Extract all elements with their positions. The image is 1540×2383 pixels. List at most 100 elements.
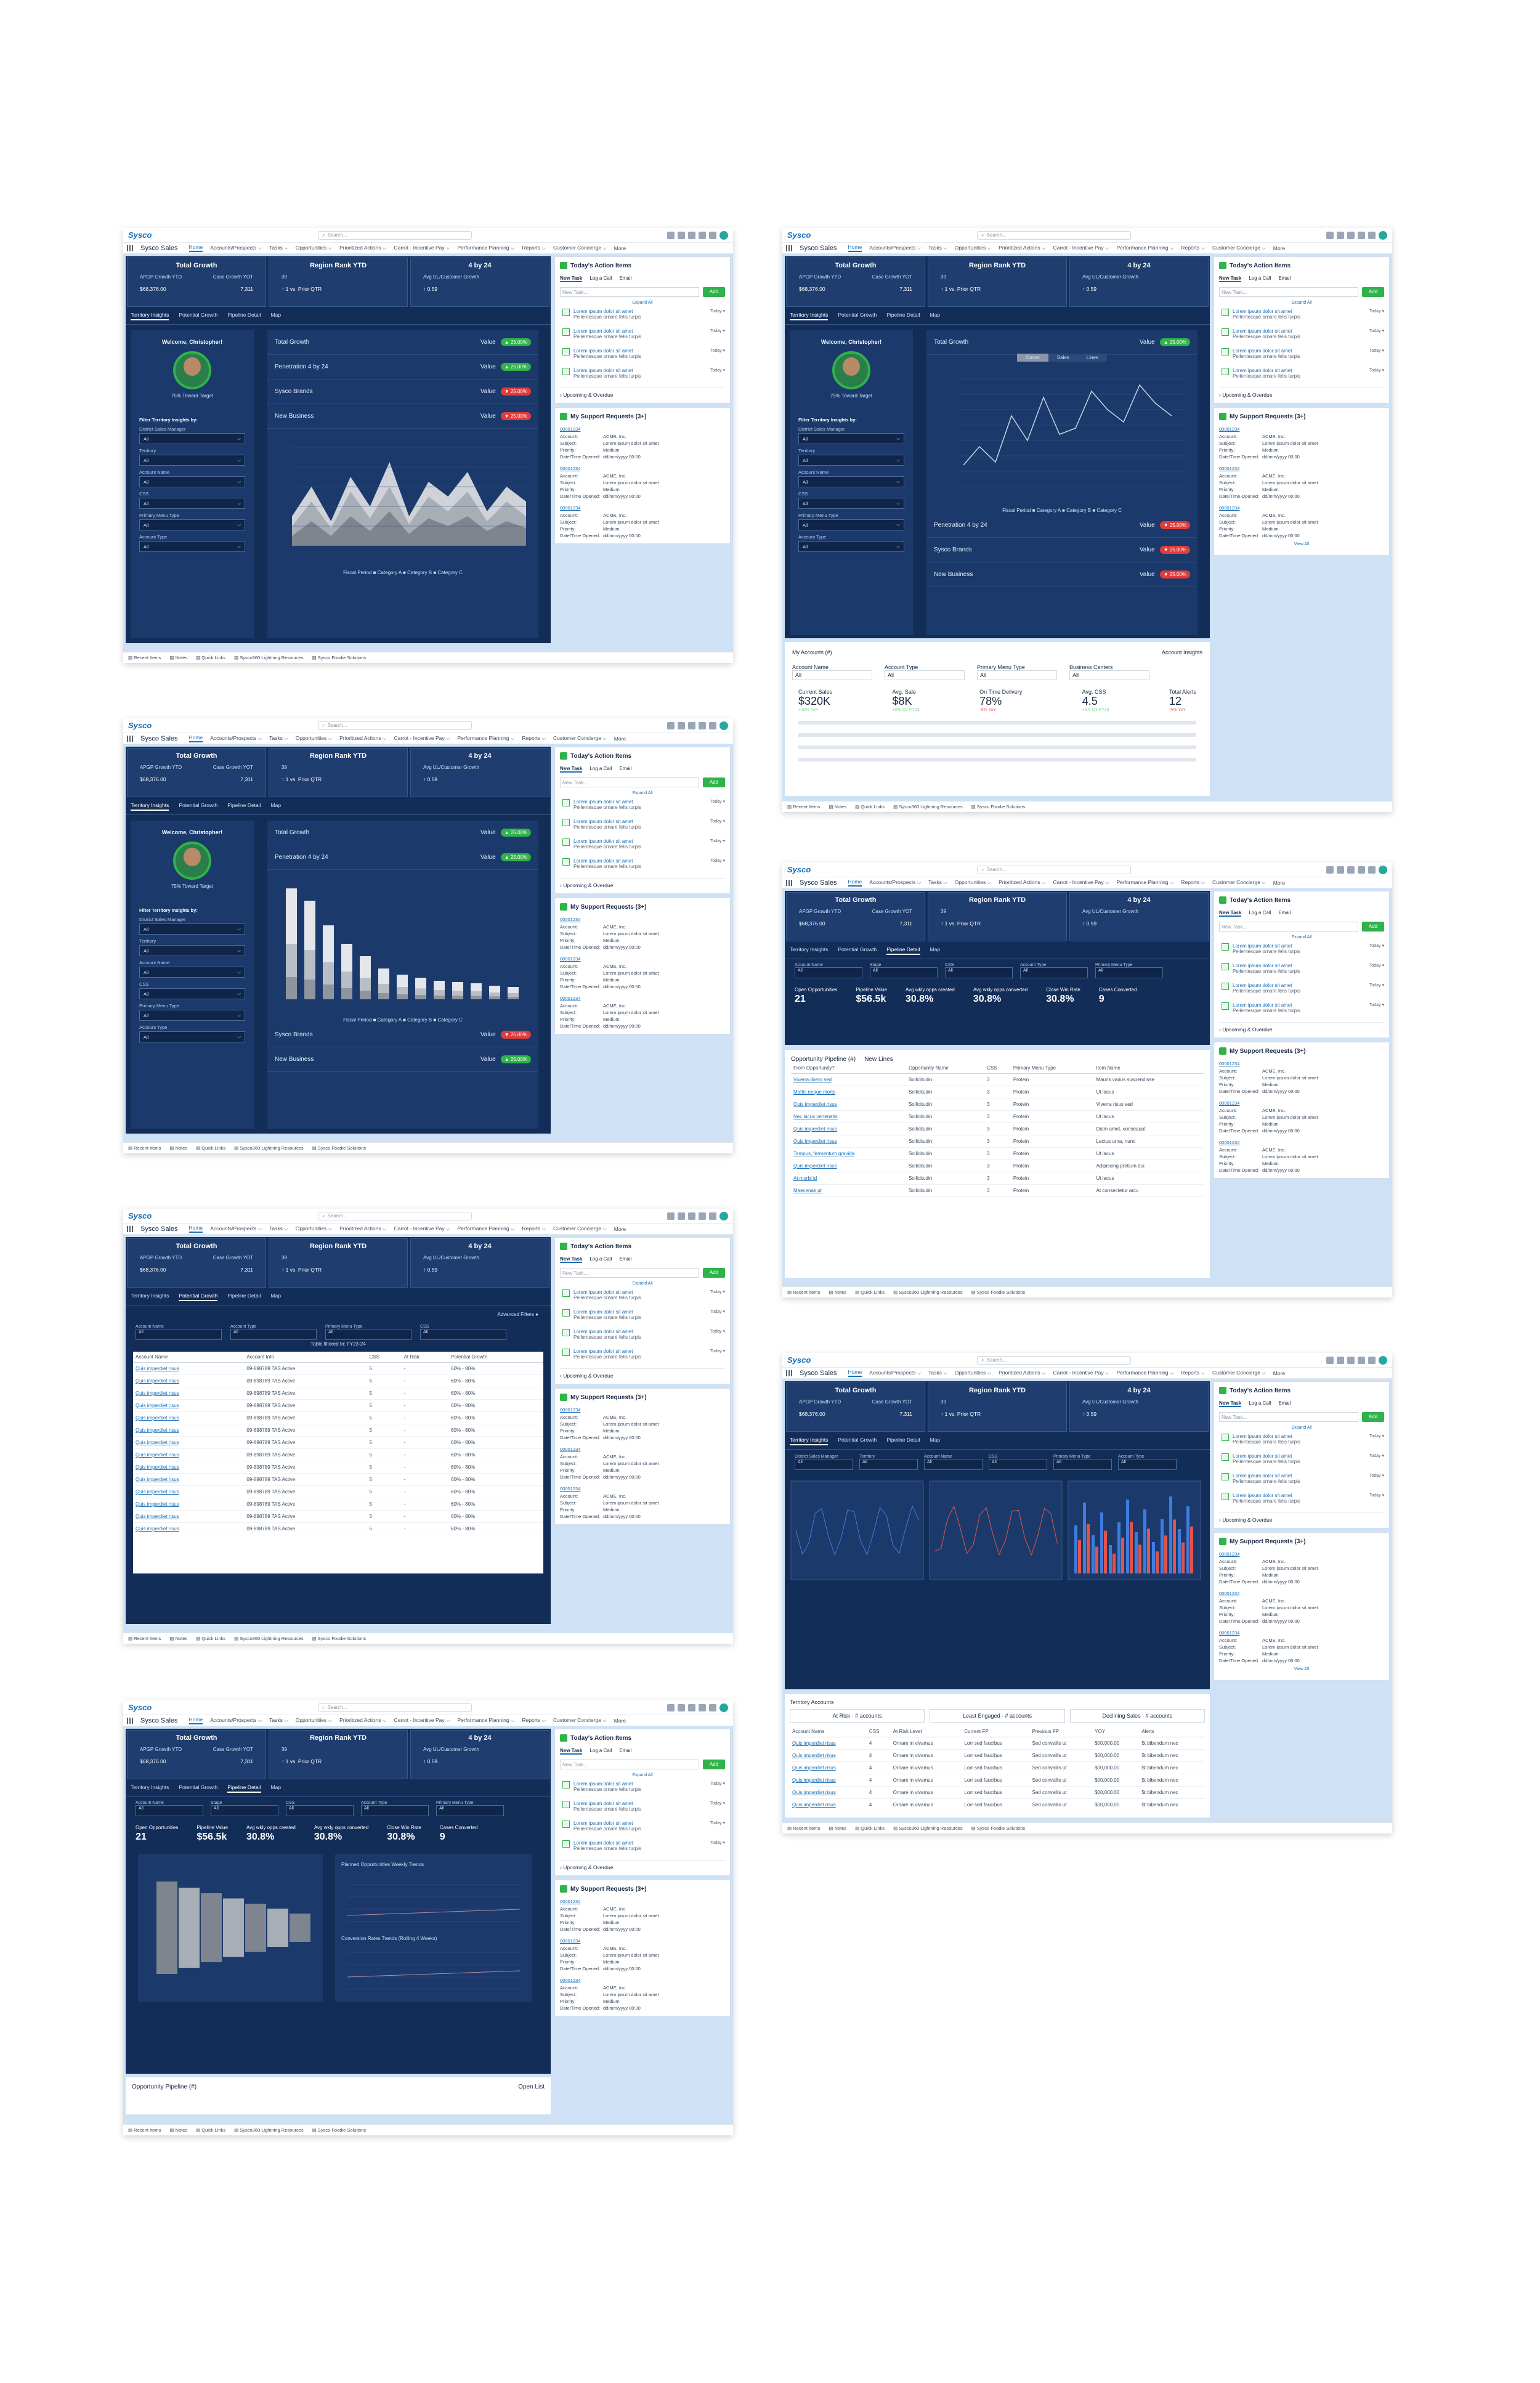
task-tab[interactable]: New Task [560, 1748, 583, 1755]
nav-item[interactable]: Tasks ⌵ [269, 245, 288, 251]
task-tab[interactable]: Log a Call [1249, 275, 1271, 281]
nav-item[interactable]: Prioritized Actions ⌵ [339, 735, 387, 741]
filter-select[interactable]: All [136, 1329, 222, 1340]
request-link[interactable]: 00001234 [560, 1938, 581, 1944]
filter-select[interactable]: All ⌵ [139, 967, 245, 978]
task-tab[interactable]: New Task [560, 1256, 583, 1263]
nav-item[interactable]: Home [188, 1225, 203, 1233]
setup-gear-icon[interactable] [1358, 866, 1365, 874]
tab-map[interactable]: Map [270, 802, 282, 808]
tab-pipeline-detail[interactable]: Pipeline Detail [886, 312, 920, 318]
row-link[interactable]: Tempus, fermentum gravida [791, 1147, 906, 1160]
action-link[interactable]: Lorem ipsum dolor sit amet [573, 1781, 633, 1787]
nav-item[interactable]: Opportunities ⌵ [954, 1370, 992, 1376]
help-icon[interactable] [688, 1212, 695, 1220]
upcoming-overdue-toggle[interactable]: › Upcoming & Overdue [1219, 1512, 1384, 1523]
row-link[interactable]: Quis imperdiet risus [790, 1786, 867, 1799]
nav-item[interactable]: More [1273, 245, 1286, 251]
action-link[interactable]: Lorem ipsum dolor sit amet [1233, 983, 1292, 988]
filter-select[interactable]: All [859, 1459, 918, 1470]
help-icon[interactable] [688, 721, 695, 729]
filter-select[interactable]: All ⌵ [798, 455, 904, 466]
nav-item[interactable]: Prioritized Actions ⌵ [999, 879, 1046, 885]
action-link[interactable]: Lorem ipsum dolor sit amet [573, 1801, 633, 1806]
nav-item[interactable]: Customer Concierge ⌵ [553, 245, 607, 251]
advanced-filters-toggle[interactable]: Advanced Filters ● [497, 1312, 538, 1317]
setup-gear-icon[interactable] [699, 1703, 706, 1711]
help-icon[interactable] [1347, 231, 1355, 239]
tab-map[interactable]: Map [270, 1784, 282, 1790]
expand-all-link[interactable]: Expand All [632, 1773, 653, 1777]
filter-select[interactable]: All [870, 967, 938, 978]
add-icon[interactable] [1337, 1356, 1344, 1364]
utility-item[interactable]: ▤ Sysco360 Lightning Resources [234, 1636, 304, 1641]
task-tab[interactable]: Email [1278, 910, 1291, 915]
row-link[interactable]: At morbi id [791, 1172, 906, 1185]
toggle-lines[interactable]: Lines [1077, 354, 1107, 362]
task-tab[interactable]: Email [1278, 275, 1291, 281]
action-link[interactable]: Lorem ipsum dolor sit amet [573, 1309, 633, 1315]
utility-item[interactable]: ▤ Recent Items [128, 1636, 161, 1641]
utility-item[interactable]: ▤ Notes [169, 2127, 188, 2133]
utility-item[interactable]: ▤ Sysco360 Lightning Resources [234, 1145, 304, 1151]
request-link[interactable]: 00001234 [560, 1486, 581, 1492]
request-link[interactable]: 00001234 [1219, 1630, 1240, 1636]
nav-item[interactable]: Carrot - Incentive Pay ⌵ [394, 1717, 450, 1723]
filter-select[interactable]: All [945, 967, 1013, 978]
filter-select[interactable]: All ⌵ [139, 455, 245, 466]
sysco-logo[interactable]: Sysco [787, 1355, 811, 1365]
tab-pipeline-detail[interactable]: Pipeline Detail [886, 1437, 920, 1443]
task-tab[interactable]: New Task [560, 766, 583, 773]
nav-item[interactable]: Carrot - Incentive Pay ⌵ [1053, 245, 1109, 251]
row-link[interactable]: Quis imperdiet risus [133, 1461, 245, 1474]
nav-item[interactable]: Reports ⌵ [1181, 879, 1205, 885]
request-link[interactable]: 00001234 [560, 1407, 581, 1413]
nav-item[interactable]: Opportunities ⌵ [295, 245, 333, 251]
row-link[interactable]: Quis imperdiet risus [133, 1387, 245, 1400]
utility-item[interactable]: ▤ Notes [829, 1825, 847, 1831]
sysco-logo[interactable]: Sysco [787, 865, 811, 874]
nav-item[interactable]: Tasks ⌵ [269, 1717, 288, 1723]
user-avatar[interactable] [719, 721, 728, 730]
task-tab[interactable]: Email [619, 1256, 632, 1262]
row-link[interactable]: Quis imperdiet risus [791, 1098, 906, 1111]
row-link[interactable]: Quis imperdiet risus [791, 1159, 906, 1172]
sysco-logo[interactable]: Sysco [128, 1703, 152, 1712]
tab-potential-growth[interactable]: Potential Growth [179, 1293, 218, 1301]
filter-select[interactable]: All ⌵ [798, 433, 904, 444]
nav-item[interactable]: Performance Planning ⌵ [1116, 245, 1174, 251]
action-link[interactable]: Lorem ipsum dolor sit amet [1233, 1473, 1292, 1479]
add-icon[interactable] [1337, 866, 1344, 874]
filter-select[interactable]: All ⌵ [798, 476, 904, 487]
action-link[interactable]: Lorem ipsum dolor sit amet [1233, 1453, 1292, 1459]
view-all-link[interactable]: View All [1294, 1667, 1310, 1671]
utility-item[interactable]: ▤ Quick Links [855, 1825, 885, 1831]
task-tab[interactable]: New Task [1219, 1400, 1242, 1407]
filter-select[interactable]: All [795, 1459, 853, 1470]
tab-map[interactable]: Map [270, 1293, 282, 1299]
filter-select[interactable]: All ⌵ [139, 433, 245, 444]
chip-at-risk[interactable]: At Risk · # accounts [790, 1709, 925, 1723]
request-link[interactable]: 00001234 [560, 466, 581, 471]
toggle-cases[interactable]: Cases [1017, 354, 1048, 362]
request-link[interactable]: 00001234 [560, 426, 581, 432]
sysco-logo[interactable]: Sysco [787, 230, 811, 240]
utility-item[interactable]: ▤ Recent Items [787, 804, 821, 810]
filter-select[interactable]: All ⌵ [139, 519, 245, 530]
favorites-icon[interactable] [1326, 231, 1334, 239]
row-link[interactable]: Nec lacus venenatis [791, 1110, 906, 1123]
notification-bell-icon[interactable] [1368, 231, 1376, 239]
row-link[interactable]: Viverra libero sed [791, 1073, 906, 1086]
filter-select[interactable]: All ⌵ [139, 988, 245, 999]
expand-all-link[interactable]: Expand All [632, 791, 653, 795]
nav-item[interactable]: Performance Planning ⌵ [1116, 879, 1174, 885]
expand-all-link[interactable]: Expand All [632, 301, 653, 305]
search-input[interactable]: ⌕ Search... [318, 721, 472, 730]
upcoming-overdue-toggle[interactable]: › Upcoming & Overdue [560, 878, 725, 888]
view-all-link[interactable]: View All [1294, 542, 1310, 546]
request-link[interactable]: 00001234 [1219, 1591, 1240, 1596]
utility-item[interactable]: ▤ Quick Links [196, 655, 226, 660]
tab-map[interactable]: Map [930, 1437, 941, 1443]
action-link[interactable]: Lorem ipsum dolor sit amet [1233, 348, 1292, 354]
tab-territory-insights[interactable]: Territory Insights [790, 946, 829, 952]
